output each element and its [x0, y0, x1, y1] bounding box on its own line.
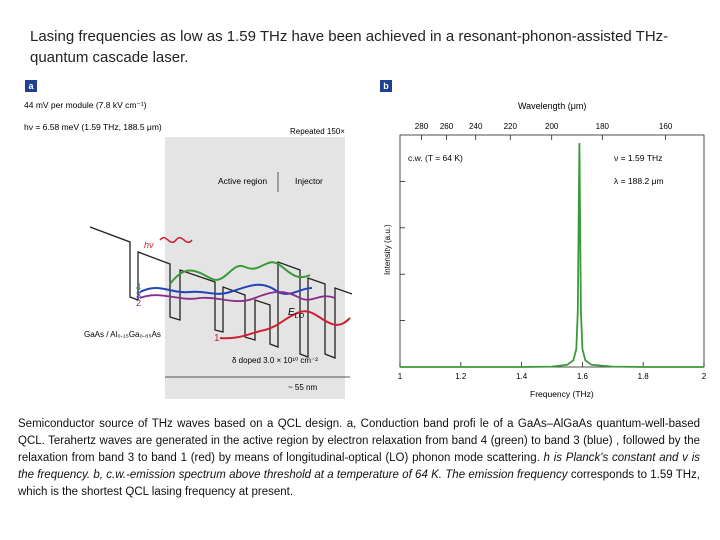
repeated-label: Repeated 150×: [290, 127, 345, 136]
injector-label: Injector: [295, 176, 323, 186]
x-tick-label-1: 1.2: [455, 372, 467, 381]
condition-label: c.w. (T = 64 K): [408, 153, 463, 163]
nu-label: ν = 1.59 THz: [614, 153, 662, 163]
photon-wave: [159, 237, 193, 243]
hv-label: hν: [144, 240, 154, 250]
level-1-label: 1: [214, 333, 220, 344]
field-text: 44 mV per module (7.8 kV cm⁻¹): [24, 100, 147, 110]
x-tick-label-0: 1: [398, 372, 403, 381]
top-tick-label-1: 260: [440, 122, 454, 131]
length-label: ~ 55 nm: [288, 383, 317, 392]
plot-frame: [399, 134, 705, 368]
lo-label: ELO: [288, 307, 305, 320]
panel-b-label: b: [380, 80, 392, 92]
top-axis-title: Wavelength (μm): [518, 101, 586, 111]
active-region-label: Active region: [218, 176, 267, 186]
top-tick-label-4: 200: [545, 122, 559, 131]
level-2-wavefunction: [139, 291, 336, 302]
top-tick-label-0: 280: [415, 122, 429, 131]
band-diagram: 44 mV per module (7.8 kV cm⁻¹) hν = 6.58…: [24, 100, 353, 399]
panel-a-label: a: [25, 80, 37, 92]
caption-part-2: h is Planck's constant and v is the freq…: [18, 452, 700, 481]
level-3-label: 3: [136, 290, 141, 300]
x-tick-label-4: 1.8: [638, 372, 650, 381]
x-tick-label-3: 1.6: [577, 372, 589, 381]
conduction-band: [89, 226, 353, 359]
top-tick-label-2: 240: [469, 122, 483, 131]
x-axis-label: Frequency (THz): [530, 389, 594, 399]
x-tick-label-2: 1.4: [516, 372, 528, 381]
figure-caption: Semiconductor source of THz waves based …: [18, 416, 700, 501]
material-label: GaAs / Al₀.₁₅Ga₀.₈₅As: [84, 330, 161, 339]
caption-part-1: Semiconductor source of THz waves based …: [18, 418, 700, 464]
level-4-label: 4: [136, 282, 141, 292]
top-tick-label-6: 160: [659, 122, 673, 131]
level-1-wavefunction: [219, 310, 351, 340]
caption-part-3: corresponds to 1.59 THz, which is the sh…: [18, 469, 700, 498]
lambda-label: λ = 188.2 μm: [614, 176, 664, 186]
slide-title: Lasing frequencies as low as 1.59 THz ha…: [30, 28, 669, 66]
top-tick-label-5: 180: [596, 122, 610, 131]
hv-text: hν = 6.58 meV (1.59 THz, 188.5 μm): [24, 122, 162, 132]
level-2-label: 2: [136, 298, 141, 308]
top-tick-label-3: 220: [504, 122, 518, 131]
doping-label: δ doped 3.0 × 10¹⁰ cm⁻²: [232, 356, 318, 365]
y-axis-label: Intensity (a.u.): [383, 224, 392, 275]
spectrum-line: [400, 142, 704, 368]
emission-spectrum-chart: Wavelength (μm) 280 260 240 220 200 180 160 In…: [383, 101, 707, 399]
level-4-wavefunction: [169, 261, 311, 285]
x-tick-label-5: 2: [702, 372, 707, 381]
